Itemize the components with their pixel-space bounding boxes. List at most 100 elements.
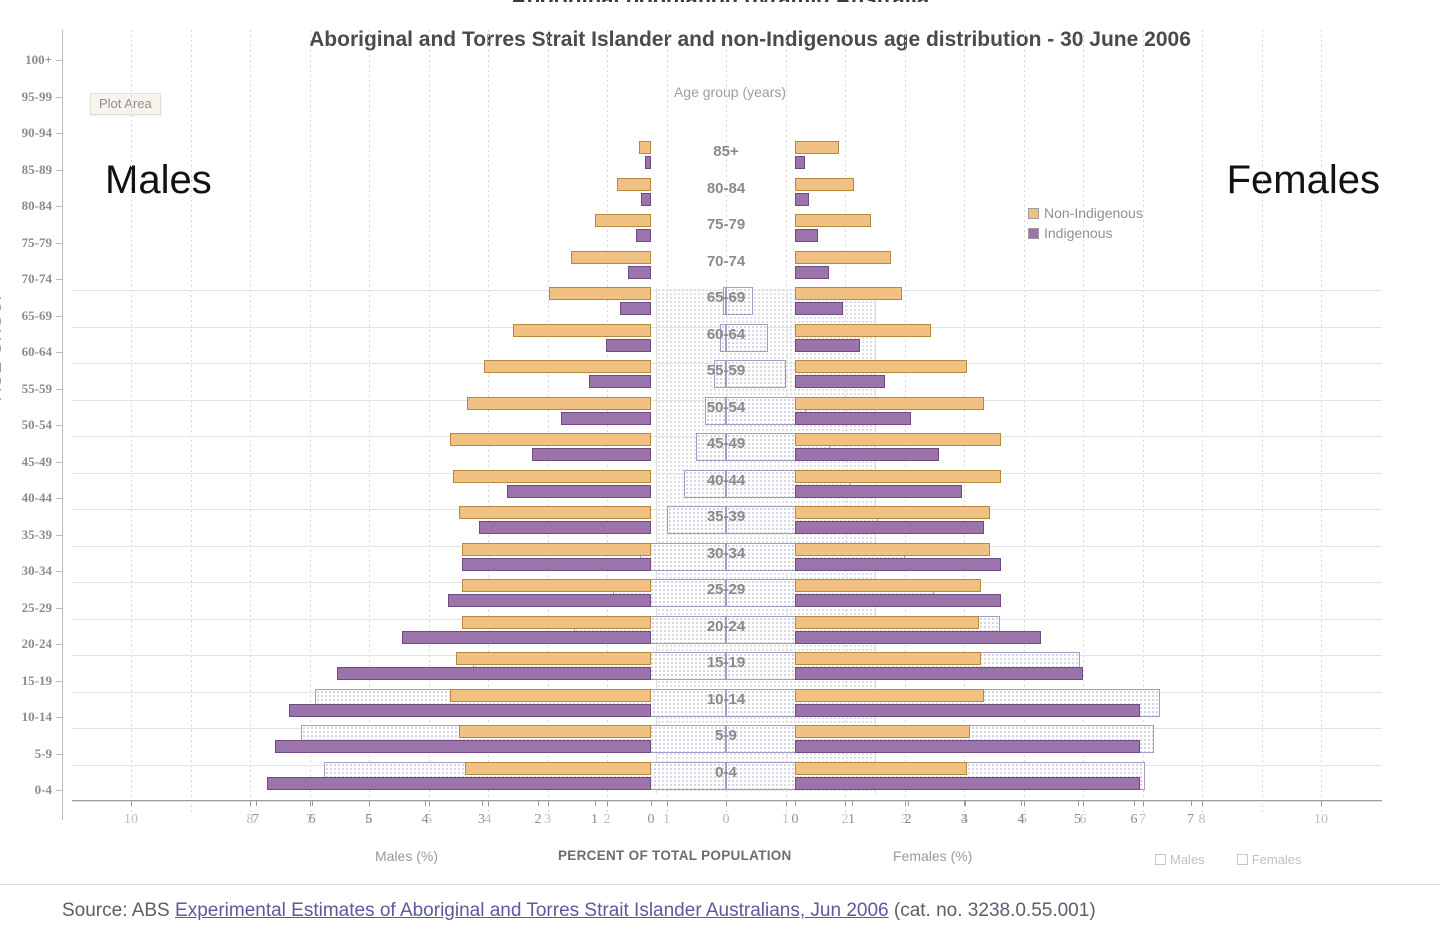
x-tick-mark: [1321, 800, 1322, 806]
age-group-label: 35-39: [706, 508, 746, 525]
x-tick-label: 5: [365, 812, 372, 827]
x-tick-mark: [726, 800, 727, 806]
pyramid-row: 55-59: [0, 359, 1440, 396]
x-tick-label: 1: [663, 812, 670, 827]
bar-non-indigenous-males: [461, 542, 651, 556]
row-separator: [72, 545, 1382, 547]
row-separator: [72, 472, 1382, 474]
gridline: [904, 30, 906, 815]
x-tick-mark: [1190, 800, 1192, 806]
x-tick-mark: [607, 800, 608, 806]
legend-item-females[interactable]: Females: [1236, 852, 1302, 867]
bar-non-indigenous-females: [795, 360, 968, 373]
bar-non-indigenous-females: [795, 287, 903, 300]
row-separator: [72, 582, 1382, 583]
y-tick-mark: [56, 169, 62, 171]
y-tick-mark: [56, 680, 62, 682]
x-tick-label: 6: [1079, 812, 1087, 827]
y-tick-mark: [56, 315, 62, 317]
age-group-label: 0-4: [715, 763, 737, 781]
plot-area-tooltip[interactable]: Plot Area: [90, 93, 161, 115]
x-axis-caption-males: Males (%): [375, 848, 439, 864]
y-tick-mark: [56, 753, 62, 755]
ghost-age-tick-label: 85-89: [21, 161, 52, 177]
legend-indigenous-status: Non-Indigenous Indigenous: [1028, 205, 1143, 245]
ghost-bar-males: [705, 396, 726, 425]
bar-indigenous-males: [532, 448, 651, 461]
ghost-bar-females: [726, 542, 905, 571]
x-tick-label: 6: [365, 812, 373, 827]
row-separator: [72, 290, 1382, 291]
row-separator: [72, 764, 1382, 766]
bar-indigenous-males: [560, 411, 651, 425]
ghost-age-tick-label: 50-54: [21, 417, 52, 432]
bar-indigenous-females: [795, 703, 1140, 717]
gridline: [1321, 30, 1322, 815]
ghost-bar-males: [720, 323, 726, 352]
gridline: [488, 30, 489, 815]
y-tick-mark: [56, 388, 62, 390]
x-tick-label: 0: [647, 812, 655, 827]
row-separator: [72, 326, 1382, 328]
legend-item-males[interactable]: Males: [1155, 852, 1205, 867]
legend-item-non-indigenous[interactable]: Non-Indigenous: [1028, 205, 1143, 221]
row-separator: [72, 436, 1382, 437]
pyramid-row: 10-14: [0, 688, 1440, 725]
legend-label-males: Males: [1170, 852, 1205, 867]
gridline: [1083, 30, 1084, 815]
age-group-axis-title: Age group (years): [673, 84, 787, 100]
gridline: [964, 30, 965, 815]
x-tick-label: 5: [1020, 812, 1027, 827]
ghost-chart-y-axis: 100+ 95-99 90-94 85-89 80-84 75-79 70-74 65-69 6…: [0, 30, 72, 820]
ghost-bar-females: [726, 652, 1081, 680]
y-tick-mark: [56, 498, 62, 499]
ghost-bar-females: [726, 725, 1155, 753]
legend-label-indigenous: Indigenous: [1044, 225, 1113, 241]
bar-non-indigenous-females: [795, 542, 990, 556]
bar-non-indigenous-females: [795, 433, 1002, 446]
bar-non-indigenous-females: [795, 688, 985, 702]
y-axis-title: AGE GROUP: [0, 288, 5, 400]
bar-indigenous-females: [795, 557, 1002, 571]
bar-non-indigenous-males: [464, 761, 651, 775]
bar-indigenous-females: [795, 411, 911, 425]
x-tick-label: 7: [306, 812, 313, 827]
ghost-age-tick-label: 80-84: [21, 198, 52, 213]
bar-non-indigenous-males: [512, 323, 651, 337]
x-tick-mark: [795, 800, 796, 806]
pyramid-row: 85+: [0, 140, 1440, 177]
bar-non-indigenous-females: [795, 250, 892, 264]
bar-indigenous-males: [588, 375, 651, 388]
ghost-bar-females: [726, 469, 851, 498]
bar-indigenous-females: [795, 667, 1084, 680]
x-tick-label: 7: [1139, 812, 1146, 827]
males-side-label: Males: [105, 158, 212, 202]
ghost-age-tick-label: 45-49: [21, 453, 52, 469]
ghost-age-tick-label: 100+: [25, 52, 52, 67]
bar-indigenous-males: [447, 594, 651, 607]
x-tick-mark: [1142, 800, 1144, 806]
x-tick-label: 1: [782, 812, 789, 827]
x-tick-label: 4: [1017, 812, 1025, 827]
ghost-age-tick-label: 35-39: [21, 526, 52, 542]
ghost-age-tick-label: 5-9: [34, 745, 52, 761]
x-tick-label: 7: [252, 812, 259, 827]
x-tick-label: 2: [841, 812, 849, 827]
x-tick-mark: [666, 800, 668, 806]
x-tick-label: 4: [960, 812, 968, 827]
x-tick-label: 3: [901, 812, 908, 827]
y-tick-mark: [56, 133, 62, 134]
x-tick-mark: [481, 800, 483, 806]
legend-item-indigenous[interactable]: Indigenous: [1028, 225, 1143, 241]
bar-non-indigenous-females: [795, 141, 840, 154]
pyramid-row: 70-74: [0, 250, 1440, 287]
bar-indigenous-males: [275, 740, 651, 753]
source-link[interactable]: Experimental Estimates of Aboriginal and…: [175, 900, 889, 921]
x-tick-label: 6: [308, 812, 316, 827]
y-tick-mark: [56, 607, 62, 609]
center-band: [656, 288, 876, 793]
row-separator: [72, 399, 1382, 401]
ghost-bar-females: [726, 761, 1146, 790]
ghost-age-tick-label: 55-59: [21, 380, 52, 396]
source-suffix: (cat. no. 3238.0.55.001): [888, 900, 1096, 921]
